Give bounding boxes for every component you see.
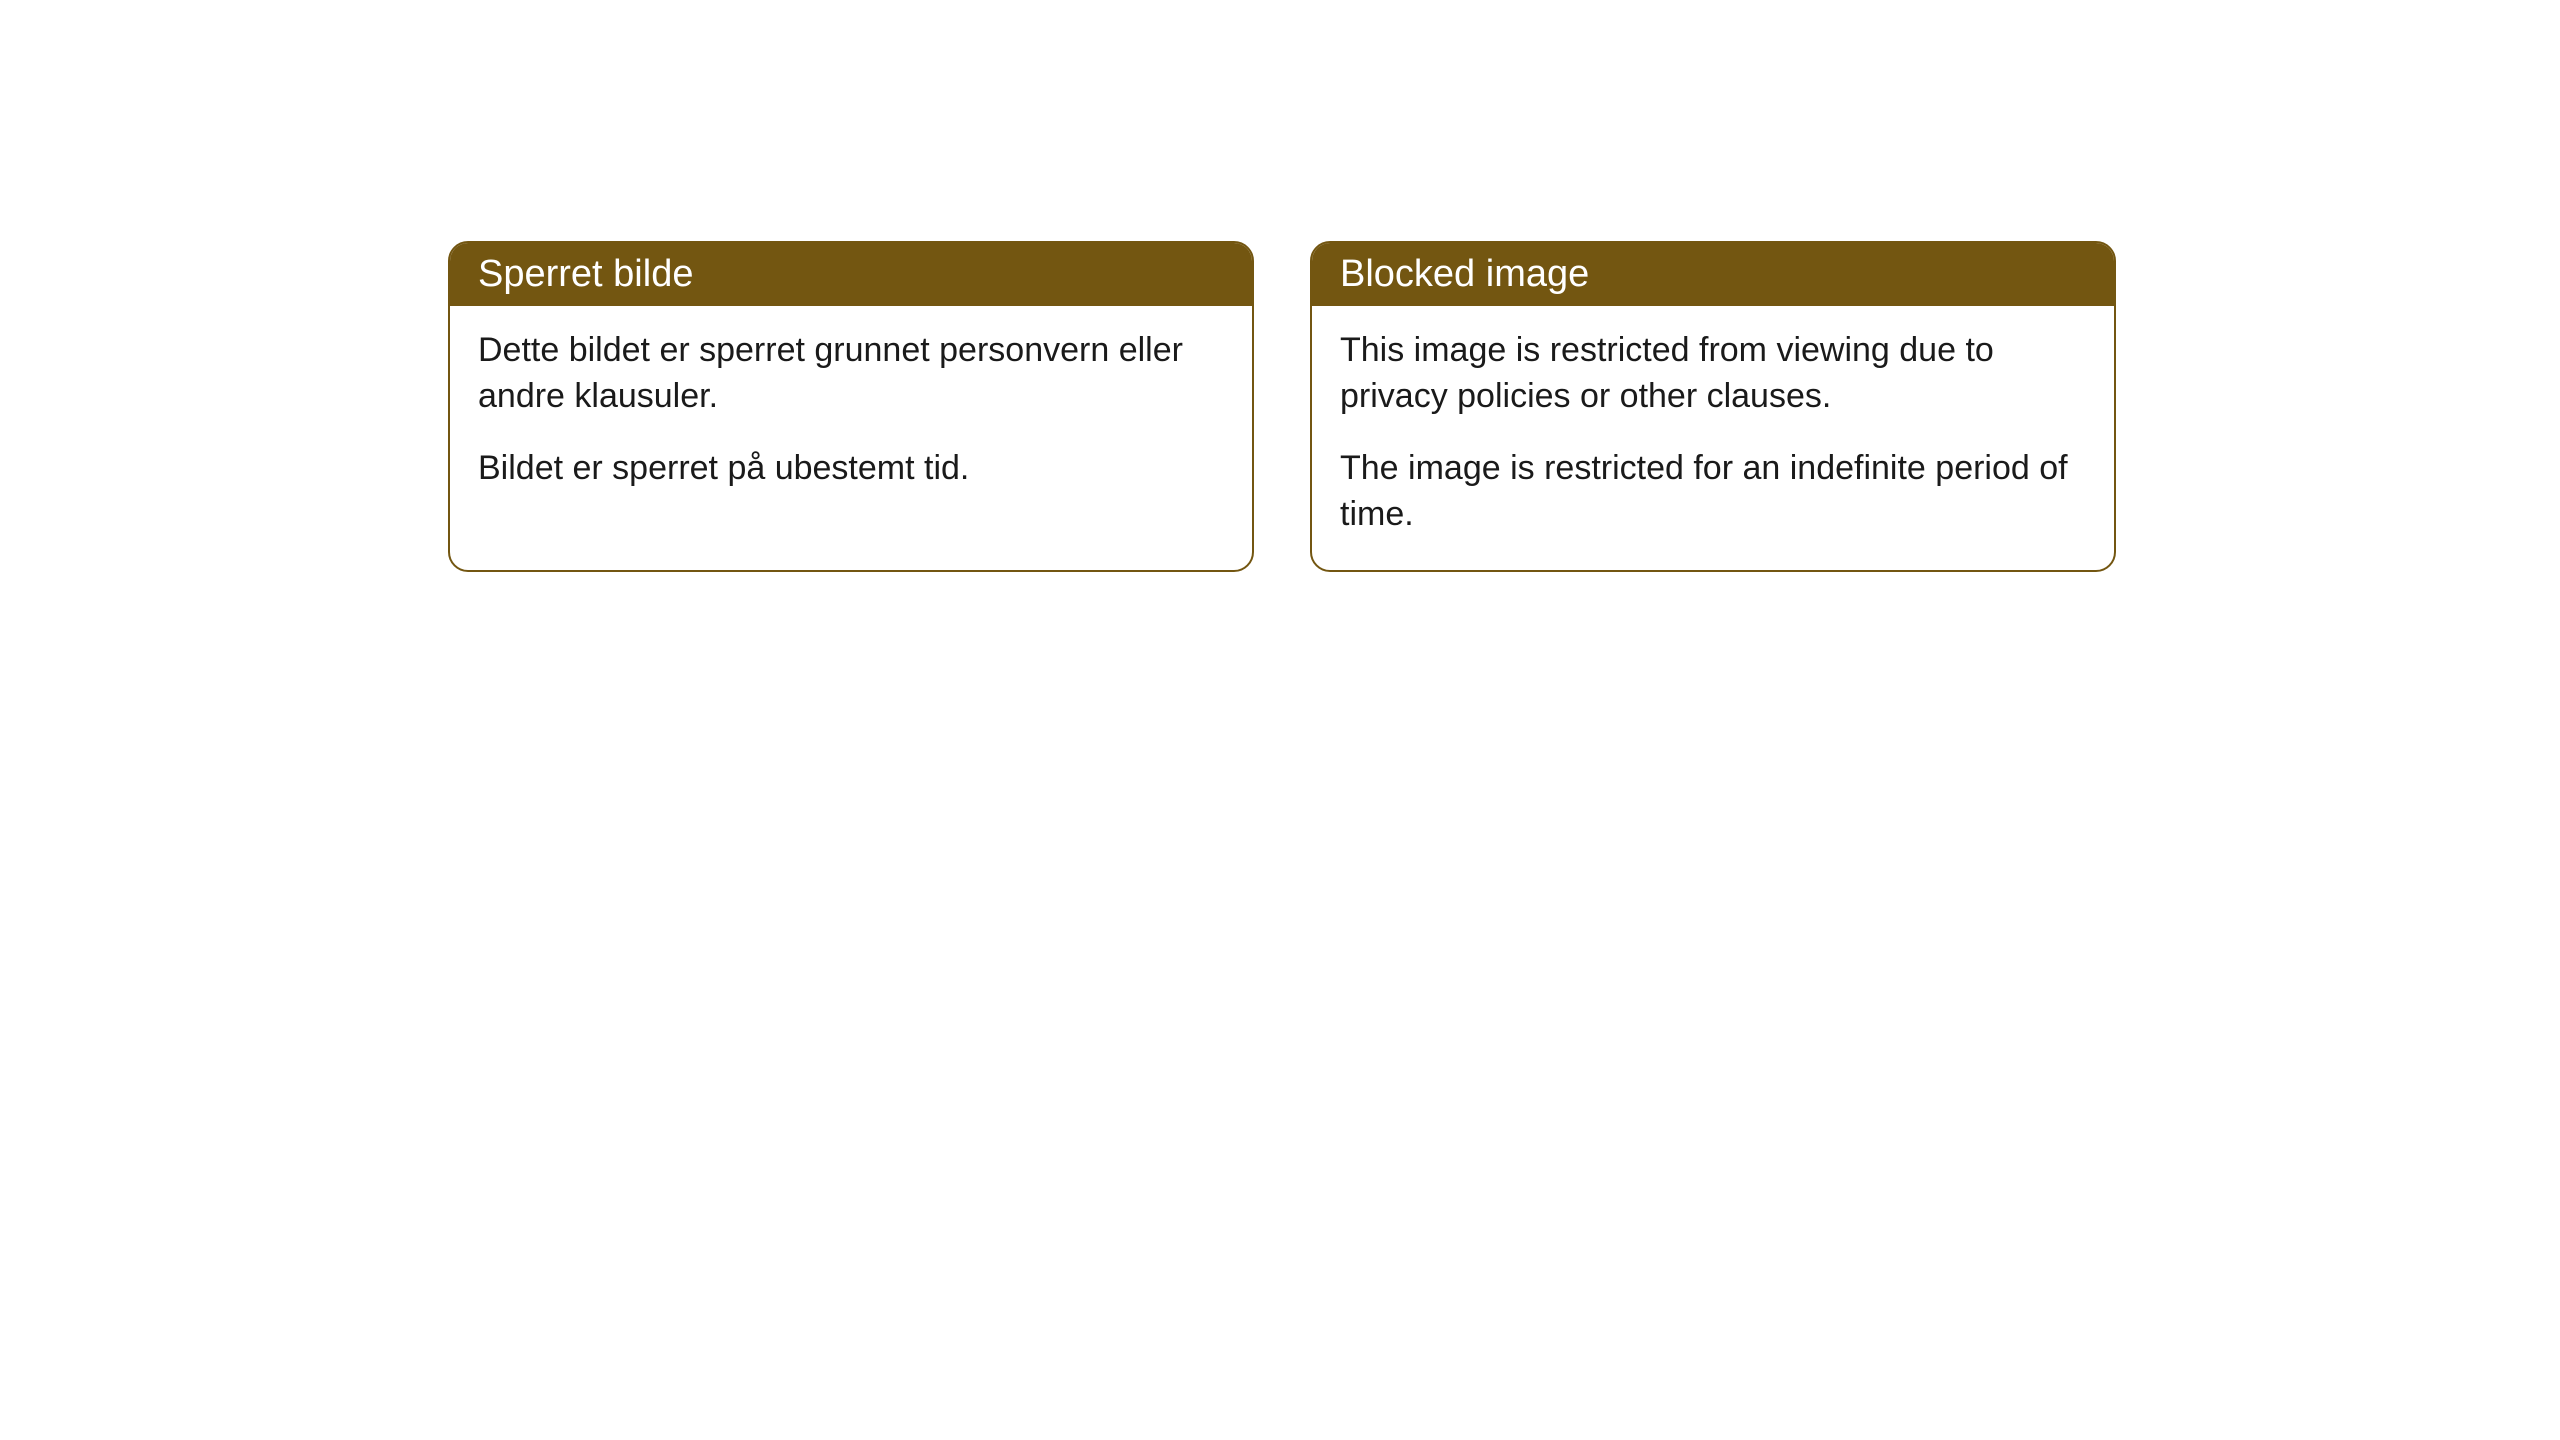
card-title: Blocked image [1340, 253, 1589, 295]
card-paragraph: Dette bildet er sperret grunnet personve… [478, 328, 1224, 420]
card-title: Sperret bilde [478, 253, 693, 295]
card-paragraph: Bildet er sperret på ubestemt tid. [478, 446, 1224, 492]
card-body-english: This image is restricted from viewing du… [1312, 306, 2114, 570]
card-header-norwegian: Sperret bilde [450, 243, 1252, 306]
card-paragraph: This image is restricted from viewing du… [1340, 328, 2086, 420]
card-body-norwegian: Dette bildet er sperret grunnet personve… [450, 306, 1252, 524]
card-norwegian: Sperret bilde Dette bildet er sperret gr… [448, 241, 1254, 572]
card-english: Blocked image This image is restricted f… [1310, 241, 2116, 572]
card-paragraph: The image is restricted for an indefinit… [1340, 446, 2086, 538]
card-header-english: Blocked image [1312, 243, 2114, 306]
cards-container: Sperret bilde Dette bildet er sperret gr… [448, 241, 2116, 572]
